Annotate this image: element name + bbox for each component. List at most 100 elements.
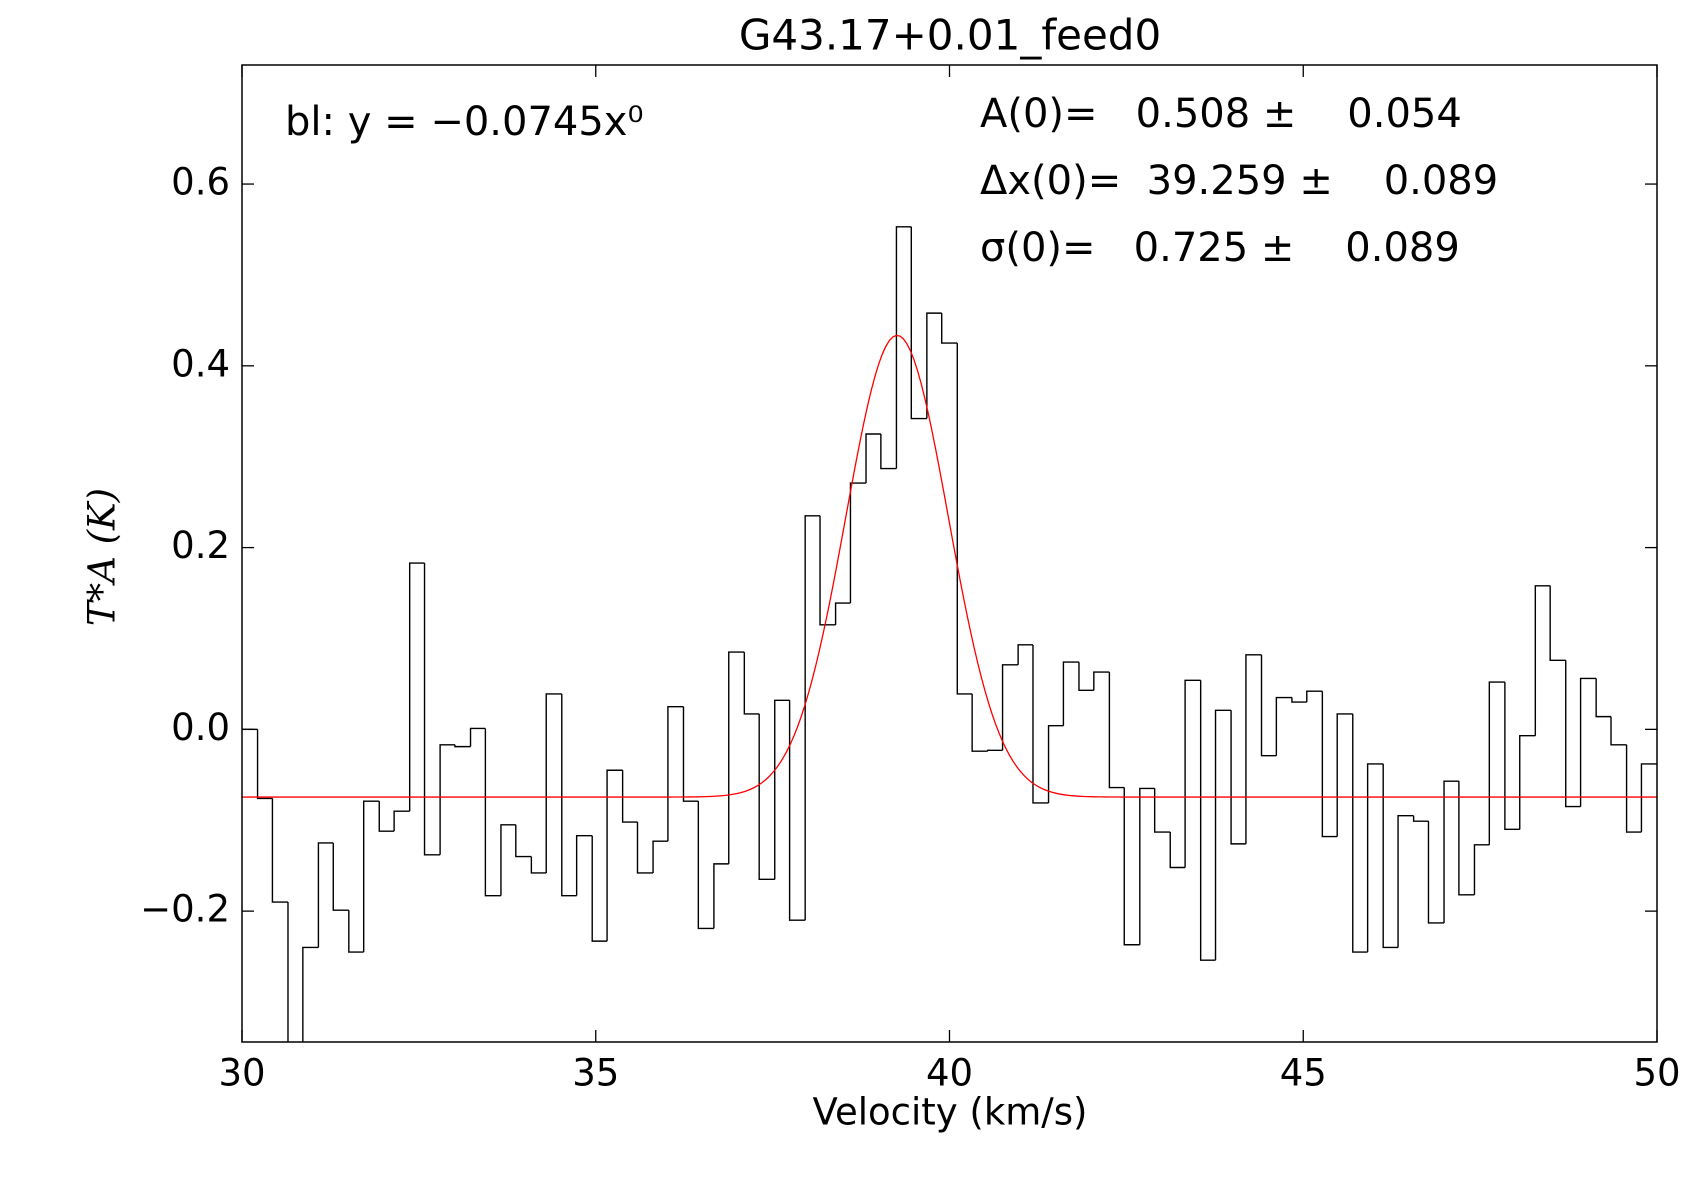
- x-tick-label: 35: [572, 1052, 619, 1095]
- spectrum-channel: [743, 652, 760, 715]
- spectrum-channel: [408, 562, 425, 812]
- spectrum-channel: [332, 842, 349, 911]
- spectrum-channel: [1352, 713, 1368, 953]
- spectrum-channel: [1169, 832, 1186, 869]
- fit-annotation: Δx(0)= 39.259 ± 0.089: [980, 158, 1498, 204]
- spectrum-channel: [1504, 682, 1520, 831]
- spectrum-channel: [1275, 696, 1292, 756]
- spectrum-channel: [454, 744, 471, 748]
- spectrum-channel: [682, 706, 699, 802]
- spectrum-channel: [1306, 690, 1323, 703]
- spectrum-channel: [1093, 671, 1110, 691]
- x-tick-label: 50: [1633, 1052, 1680, 1095]
- spectrum-channel: [1397, 815, 1414, 948]
- spectrum-channel: [1412, 815, 1429, 822]
- spectrum-channel: [819, 515, 836, 626]
- fit-curve: [242, 334, 1657, 798]
- spectrum-channel: [469, 727, 486, 747]
- spectrum-channel: [606, 769, 623, 942]
- y-tick-label: 0.6: [171, 161, 230, 204]
- spectrum-channel: [1078, 662, 1094, 691]
- spectrum-channel: [713, 863, 729, 929]
- spectrum-channel: [788, 700, 806, 921]
- spectrum-channel: [910, 226, 927, 420]
- spectrum-channel: [1139, 787, 1155, 945]
- spectrum-channel: [393, 810, 410, 832]
- spectrum-channel: [1640, 763, 1657, 833]
- spectrum-channel: [1458, 781, 1475, 896]
- spectrum-channel: [1230, 710, 1246, 845]
- spectrum-channel: [804, 515, 821, 921]
- spectrum-channel: [728, 651, 745, 864]
- spectrum-channel: [636, 822, 654, 874]
- spectrum-channel: [561, 693, 577, 897]
- spectrum-channel: [575, 834, 593, 896]
- spectrum-channel: [652, 840, 668, 873]
- spectrum-channel: [1184, 679, 1201, 868]
- spectrum-channel: [362, 800, 380, 953]
- spectrum-channel: [1108, 672, 1125, 789]
- spectrum-channel: [1610, 716, 1627, 746]
- spectrum-channel: [1047, 725, 1064, 803]
- spectrum-channel: [697, 801, 714, 930]
- x-tick-label: 45: [1280, 1052, 1327, 1095]
- spectrum-channel: [423, 563, 441, 856]
- spectrum-channel: [545, 693, 562, 873]
- spectrum-channel: [880, 433, 897, 470]
- x-axis-label: Velocity (km/s): [813, 1091, 1088, 1134]
- spectrum-channel: [1473, 844, 1490, 895]
- spectrum-channel: [530, 856, 547, 874]
- spectrum-channel: [515, 824, 532, 858]
- spectrum-channel: [1427, 821, 1445, 924]
- spectrum-channel: [1321, 691, 1338, 838]
- fit-annotation: σ(0)= 0.725 ± 0.089: [980, 225, 1460, 271]
- spectrum-channel: [667, 705, 684, 842]
- spectrum-channel: [271, 798, 288, 903]
- fit-annotation: A(0)= 0.508 ± 0.054: [980, 91, 1462, 137]
- y-tick-label: 0.2: [171, 524, 230, 567]
- spectrum-channel: [1199, 680, 1216, 961]
- spectrum-channel: [1260, 654, 1277, 757]
- y-axis-label: T*A (K): [81, 488, 124, 626]
- y-tick-label: 0.0: [171, 706, 230, 749]
- spectrum-channel: [1382, 763, 1399, 949]
- spectrum-channel: [1153, 788, 1171, 833]
- spectrum-channel: [621, 770, 638, 823]
- spectrum-channel: [987, 749, 1003, 752]
- spectrum-channel: [865, 433, 881, 484]
- spectrum-channel: [774, 699, 790, 880]
- chart-title: G43.17+0.01_feed0: [739, 11, 1161, 60]
- spectrum-channel: [1062, 661, 1079, 726]
- plot-area: [242, 226, 1657, 1042]
- spectrum-channel: [1488, 681, 1505, 845]
- spectrum-channel: [1549, 585, 1566, 661]
- spectrum-channel: [1625, 744, 1642, 833]
- spectrum-channel: [256, 729, 273, 800]
- spectrum-channel: [317, 842, 334, 948]
- spectrum-channel: [1519, 735, 1536, 830]
- spectrum-channel: [378, 801, 395, 832]
- spectrum-channel: [348, 910, 364, 953]
- spectrum-channel: [895, 226, 912, 469]
- spectrum-channel: [1336, 713, 1353, 837]
- spectrum-channel: [591, 835, 608, 942]
- y-tick-label: −0.2: [140, 888, 230, 931]
- y-tick-label: 0.4: [171, 342, 230, 385]
- x-tick-label: 40: [926, 1052, 973, 1095]
- spectrum-channel: [1001, 664, 1019, 751]
- spectrum-channel: [956, 343, 973, 695]
- spectrum-channel: [1032, 644, 1049, 804]
- spectrum-channel: [1443, 780, 1459, 923]
- spectrum-channel: [1534, 585, 1551, 736]
- spectrum-channel: [1366, 763, 1384, 953]
- spectrum-channel: [1595, 678, 1612, 718]
- spectrum-channel: [758, 713, 775, 881]
- spectrum-channel: [1245, 654, 1262, 844]
- spectrum-channel: [849, 482, 867, 604]
- spectrum-channel: [834, 602, 851, 625]
- spectrum-channel: [287, 902, 289, 1042]
- spectrum-channel: [1291, 697, 1307, 703]
- spectrum-channel: [484, 728, 501, 897]
